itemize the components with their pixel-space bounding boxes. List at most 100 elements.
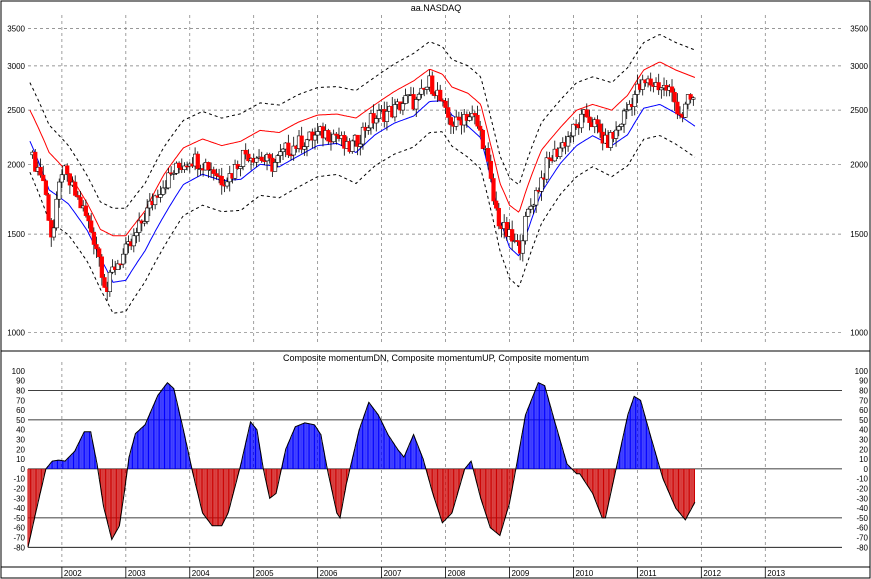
price-candle-body bbox=[627, 103, 632, 111]
price-candle-body bbox=[539, 177, 544, 192]
price-candle-body bbox=[102, 277, 107, 288]
price-candle-body bbox=[326, 130, 331, 142]
price-candle-body bbox=[624, 109, 629, 112]
momentum-chart-title: Composite momentumDN, Composite momentum… bbox=[283, 353, 589, 363]
price-candle-body bbox=[480, 129, 485, 150]
price-candle-body bbox=[613, 129, 619, 139]
momentum-y-tick-label: -80 bbox=[856, 543, 868, 552]
price-y-tick-label: 3000 bbox=[7, 62, 25, 71]
momentum-y-tick-label: 50 bbox=[859, 416, 868, 425]
x-axis: 2002 2003 2004 2005 2006 2007 2008 2009 2010 2011… bbox=[0, 566, 871, 579]
momentum-bars bbox=[27, 382, 695, 548]
momentum-y-tick-label: 60 bbox=[859, 406, 868, 415]
x-tick-label: 2003 bbox=[128, 569, 146, 578]
price-candle-body bbox=[403, 95, 408, 104]
price-candle-body bbox=[632, 94, 637, 107]
price-chart-title: aa.NASDAQ bbox=[411, 3, 462, 13]
price-candle-body bbox=[304, 139, 310, 147]
price-candle-body bbox=[547, 157, 552, 160]
price-candle-body bbox=[355, 134, 360, 147]
price-candle-body bbox=[520, 240, 525, 254]
momentum-y-tick-label: 0 bbox=[21, 465, 26, 474]
price-y-tick-label: 1500 bbox=[850, 230, 868, 239]
price-candle-body bbox=[400, 103, 406, 111]
price-candle-body bbox=[195, 153, 200, 169]
price-y-axis-right: 1000 1500 2000 2500 3000 3500 bbox=[850, 24, 868, 337]
price-candle-body bbox=[246, 153, 251, 162]
price-candle-body bbox=[107, 271, 112, 292]
price-candle-body bbox=[648, 78, 653, 86]
price-candle-body bbox=[121, 253, 126, 265]
momentum-y-tick-label: 100 bbox=[855, 367, 869, 376]
price-candle-body bbox=[683, 103, 688, 118]
price-candle-body bbox=[360, 126, 366, 145]
momentum-y-tick-label: 70 bbox=[16, 396, 25, 405]
price-y-tick-label: 2000 bbox=[7, 160, 25, 169]
upper-envelope-line bbox=[29, 34, 696, 209]
price-candle-body bbox=[142, 221, 147, 224]
momentum-y-tick-label: 10 bbox=[859, 455, 868, 464]
price-candle-body bbox=[145, 207, 150, 222]
price-candle-body bbox=[232, 164, 238, 179]
price-candle-body bbox=[376, 110, 382, 119]
lower-band-line bbox=[29, 100, 696, 283]
price-candle-body bbox=[46, 194, 51, 221]
price-y-tick-label: 1000 bbox=[850, 329, 868, 338]
price-candle-body bbox=[182, 165, 187, 170]
momentum-y-tick-label: -10 bbox=[13, 475, 25, 484]
price-candle-body bbox=[688, 94, 693, 100]
price-candle-body bbox=[659, 87, 664, 91]
x-tick-label: 2007 bbox=[384, 569, 402, 578]
momentum-y-tick-label: -20 bbox=[13, 485, 25, 494]
momentum-y-tick-label: 70 bbox=[859, 396, 868, 405]
price-candle-body bbox=[280, 148, 286, 153]
price-candle-body bbox=[288, 154, 294, 157]
price-candle-body bbox=[91, 231, 96, 245]
price-candle-body bbox=[315, 131, 320, 136]
price-y-tick-label: 3000 bbox=[850, 62, 868, 71]
price-candle-body bbox=[78, 196, 83, 209]
price-candle-body bbox=[374, 118, 379, 124]
price-candle-body bbox=[494, 200, 499, 209]
momentum-y-tick-label: -30 bbox=[856, 494, 868, 503]
price-candle-body bbox=[33, 151, 38, 172]
price-candle-body bbox=[73, 181, 78, 196]
price-candle-body bbox=[419, 87, 424, 95]
price-candle-body bbox=[331, 133, 336, 143]
price-candle-body bbox=[41, 174, 46, 182]
x-tick-label: 2010 bbox=[575, 569, 593, 578]
price-candle-body bbox=[240, 149, 246, 167]
price-candle-body bbox=[472, 113, 477, 116]
price-candle-body bbox=[446, 107, 451, 118]
momentum-y-tick-label: 90 bbox=[859, 377, 868, 386]
price-envelope-bands bbox=[29, 34, 696, 314]
price-candle-body bbox=[358, 143, 363, 147]
price-candle-body bbox=[275, 155, 280, 163]
price-candle-body bbox=[57, 181, 62, 200]
x-tick-label: 2008 bbox=[448, 569, 466, 578]
x-tick-label: 2013 bbox=[767, 569, 785, 578]
price-candle-body bbox=[259, 156, 264, 161]
price-candle-body bbox=[595, 119, 600, 125]
price-candle-body bbox=[166, 172, 171, 189]
price-candle-body bbox=[544, 157, 549, 180]
price-candle-body bbox=[366, 127, 371, 131]
price-candle-body bbox=[619, 123, 624, 127]
price-candle-body bbox=[97, 248, 102, 258]
price-candles bbox=[30, 69, 696, 301]
price-candle-body bbox=[224, 181, 230, 187]
price-candle-body bbox=[392, 104, 398, 118]
price-y-tick-label: 2500 bbox=[7, 106, 25, 115]
price-candle-body bbox=[510, 229, 515, 242]
price-candle-body bbox=[65, 165, 70, 175]
price-candle-body bbox=[534, 190, 539, 206]
price-candle-body bbox=[597, 123, 603, 133]
price-candle-body bbox=[254, 157, 259, 163]
price-candle-body bbox=[161, 187, 166, 195]
price-y-tick-label: 2500 bbox=[850, 106, 868, 115]
price-y-axis-left: 1000 1500 2000 2500 3000 3500 bbox=[7, 24, 25, 337]
price-candle-body bbox=[515, 240, 520, 242]
x-tick-label: 2006 bbox=[320, 569, 338, 578]
price-candle-body bbox=[67, 173, 72, 186]
